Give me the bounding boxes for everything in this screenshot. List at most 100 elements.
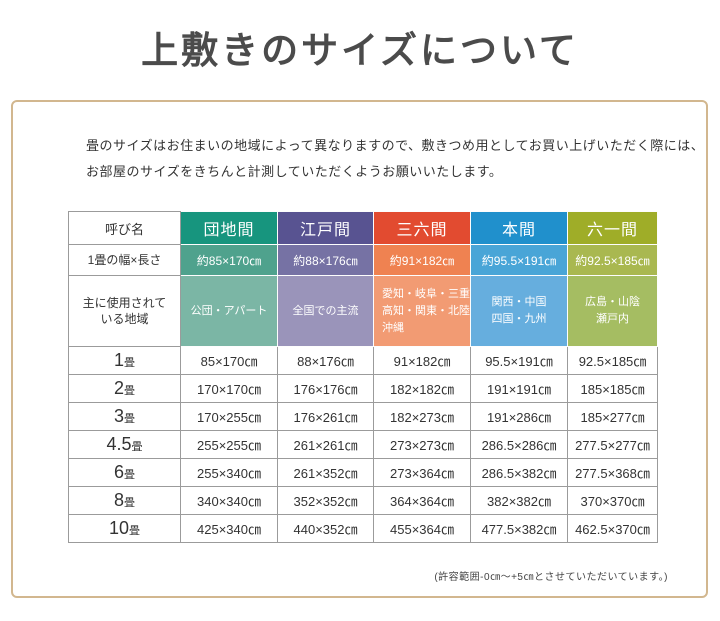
row-label: 4.5畳 xyxy=(68,430,181,459)
region-line: 瀬戸内 xyxy=(596,313,629,325)
size-value-cell: 261×261㎝ xyxy=(277,430,374,459)
size-value-cell: 182×273㎝ xyxy=(373,402,471,431)
size-value-cell: 182×182㎝ xyxy=(373,374,471,403)
mat-count: 3 xyxy=(113,406,124,426)
size-value-cell: 191×191㎝ xyxy=(470,374,568,403)
intro-text: 畳のサイズはお住まいの地域によって異なりますので、敷きつめ用としてお買い上げいた… xyxy=(86,133,704,185)
column-header-saburokuma: 三六間 xyxy=(373,211,471,245)
size-value-cell: 273×364㎝ xyxy=(373,458,471,487)
row-label: 6畳 xyxy=(68,458,181,487)
size-value-cell: 261×352㎝ xyxy=(277,458,374,487)
size-value-cell: 91×182㎝ xyxy=(373,346,471,375)
column-header-rokuichima: 六一間 xyxy=(567,211,658,245)
size-value-cell: 92.5×185㎝ xyxy=(567,346,658,375)
size-value-cell: 176×261㎝ xyxy=(277,402,374,431)
region-label-line: 主に使用されて xyxy=(82,296,167,310)
size-value-cell: 340×340㎝ xyxy=(180,486,278,515)
size-value-cell: 477.5×382㎝ xyxy=(470,514,568,543)
size-cell: 約91×182㎝ xyxy=(373,244,471,276)
row-label: 2畳 xyxy=(68,374,181,403)
size-value-cell: 170×170㎝ xyxy=(180,374,278,403)
mat-count: 2 xyxy=(113,378,124,398)
size-value-cell: 85×170㎝ xyxy=(180,346,278,375)
size-cell: 約88×176㎝ xyxy=(277,244,374,276)
size-value-cell: 364×364㎝ xyxy=(373,486,471,515)
mat-count: 8 xyxy=(113,490,124,510)
size-value-cell: 277.5×277㎝ xyxy=(567,430,658,459)
row-label: 8畳 xyxy=(68,486,181,515)
region-row: 主に使用されて いる地域 公団・アパート 全国での主流 愛知・岐阜・三重 高知・… xyxy=(68,275,658,347)
column-header-danchima: 団地間 xyxy=(180,211,278,245)
table-row: 10畳 425×340㎝ 440×352㎝ 455×364㎝ 477.5×382… xyxy=(68,514,658,543)
size-value-cell: 425×340㎝ xyxy=(180,514,278,543)
size-cell: 約85×170㎝ xyxy=(180,244,278,276)
size-value-cell: 382×382㎝ xyxy=(470,486,568,515)
size-value-cell: 95.5×191㎝ xyxy=(470,346,568,375)
size-value-cell: 440×352㎝ xyxy=(277,514,374,543)
tatami-size-table: 呼び名 団地間 江戸間 三六間 本間 六一間 1畳の幅×長さ 約85×170㎝ … xyxy=(68,211,658,543)
column-header-edoma: 江戸間 xyxy=(277,211,374,245)
region-line: 広島・山陰 xyxy=(585,296,640,308)
mat-unit: 畳 xyxy=(124,385,135,397)
region-line: 四国・九州 xyxy=(491,313,547,325)
size-value-cell: 273×273㎝ xyxy=(373,430,471,459)
intro-line-1: 畳のサイズはお住まいの地域によって異なりますので、敷きつめ用としてお買い上げいた… xyxy=(86,138,705,153)
size-value-cell: 277.5×368㎝ xyxy=(567,458,658,487)
region-cell: 広島・山陰 瀬戸内 xyxy=(567,275,658,347)
row-label: 1畳 xyxy=(68,346,181,375)
table-row: 1畳 85×170㎝ 88×176㎝ 91×182㎝ 95.5×191㎝ 92.… xyxy=(68,346,658,375)
region-line: 公団・アパート xyxy=(190,304,268,317)
mat-unit: 畳 xyxy=(129,525,141,537)
region-line: 愛知・岐阜・三重 xyxy=(382,287,470,300)
size-value-cell: 88×176㎝ xyxy=(277,346,374,375)
size-cell: 約95.5×191㎝ xyxy=(470,244,568,276)
size-cell: 約92.5×185㎝ xyxy=(567,244,658,276)
mat-unit: 畳 xyxy=(124,413,135,425)
region-label-line: いる地域 xyxy=(100,312,149,326)
table-row: 3畳 170×255㎝ 176×261㎝ 182×273㎝ 191×286㎝ 1… xyxy=(68,402,658,431)
size-value-cell: 185×277㎝ xyxy=(567,402,658,431)
page-title: 上敷きのサイズについて xyxy=(141,31,579,72)
size-value-cell: 170×255㎝ xyxy=(180,402,278,431)
table-row: 2畳 170×170㎝ 176×176㎝ 182×182㎝ 191×191㎝ 1… xyxy=(68,374,658,403)
size-value-cell: 255×255㎝ xyxy=(180,430,278,459)
size-value-cell: 255×340㎝ xyxy=(180,458,278,487)
size-value-cell: 286.5×286㎝ xyxy=(470,430,568,459)
mat-count: 4.5 xyxy=(106,434,132,454)
size-value-cell: 286.5×382㎝ xyxy=(470,458,568,487)
size-value-cell: 191×286㎝ xyxy=(470,402,568,431)
region-line: 関西・中国 xyxy=(491,296,547,308)
table-row: 8畳 340×340㎝ 352×352㎝ 364×364㎝ 382×382㎝ 3… xyxy=(68,486,658,515)
intro-line-2: お部屋のサイズをきちんと計測していただくようお願いいたします。 xyxy=(86,164,503,179)
table-row: 4.5畳 255×255㎝ 261×261㎝ 273×273㎝ 286.5×28… xyxy=(68,430,658,459)
column-header-honma: 本間 xyxy=(470,211,568,245)
mat-count: 10 xyxy=(108,518,130,538)
size-value-cell: 455×364㎝ xyxy=(373,514,471,543)
mat-unit: 畳 xyxy=(124,469,135,481)
mat-count: 6 xyxy=(113,462,124,482)
region-cell: 公団・アパート xyxy=(180,275,278,347)
table-row: 6畳 255×340㎝ 261×352㎝ 273×364㎝ 286.5×382㎝… xyxy=(68,458,658,487)
region-line: 全国での主流 xyxy=(292,304,359,317)
corner-header: 呼び名 xyxy=(68,211,181,245)
region-line: 高知・関東・北陸 xyxy=(382,304,470,317)
row-label-region: 主に使用されて いる地域 xyxy=(68,275,181,347)
region-line: 沖縄 xyxy=(382,321,404,334)
region-cell: 関西・中国 四国・九州 xyxy=(470,275,568,347)
size-value-cell: 185×185㎝ xyxy=(567,374,658,403)
size-value-cell: 352×352㎝ xyxy=(277,486,374,515)
region-cell: 愛知・岐阜・三重 高知・関東・北陸 沖縄 xyxy=(373,275,471,347)
row-label: 3畳 xyxy=(68,402,181,431)
mat-size-row: 1畳の幅×長さ 約85×170㎝ 約88×176㎝ 約91×182㎝ 約95.5… xyxy=(68,244,658,276)
tolerance-footnote: (許容範囲-0㎝～+5㎝とさせていただいています。) xyxy=(434,572,668,583)
mat-unit: 畳 xyxy=(124,497,135,509)
row-label-size: 1畳の幅×長さ xyxy=(68,244,181,276)
content-frame: 畳のサイズはお住まいの地域によって異なりますので、敷きつめ用としてお買い上げいた… xyxy=(11,100,708,598)
size-value-cell: 462.5×370㎝ xyxy=(567,514,658,543)
row-label: 10畳 xyxy=(68,514,181,543)
region-cell: 全国での主流 xyxy=(277,275,374,347)
size-value-cell: 370×370㎝ xyxy=(567,486,658,515)
table-header-row: 呼び名 団地間 江戸間 三六間 本間 六一間 xyxy=(68,211,658,245)
mat-count: 1 xyxy=(113,350,124,370)
